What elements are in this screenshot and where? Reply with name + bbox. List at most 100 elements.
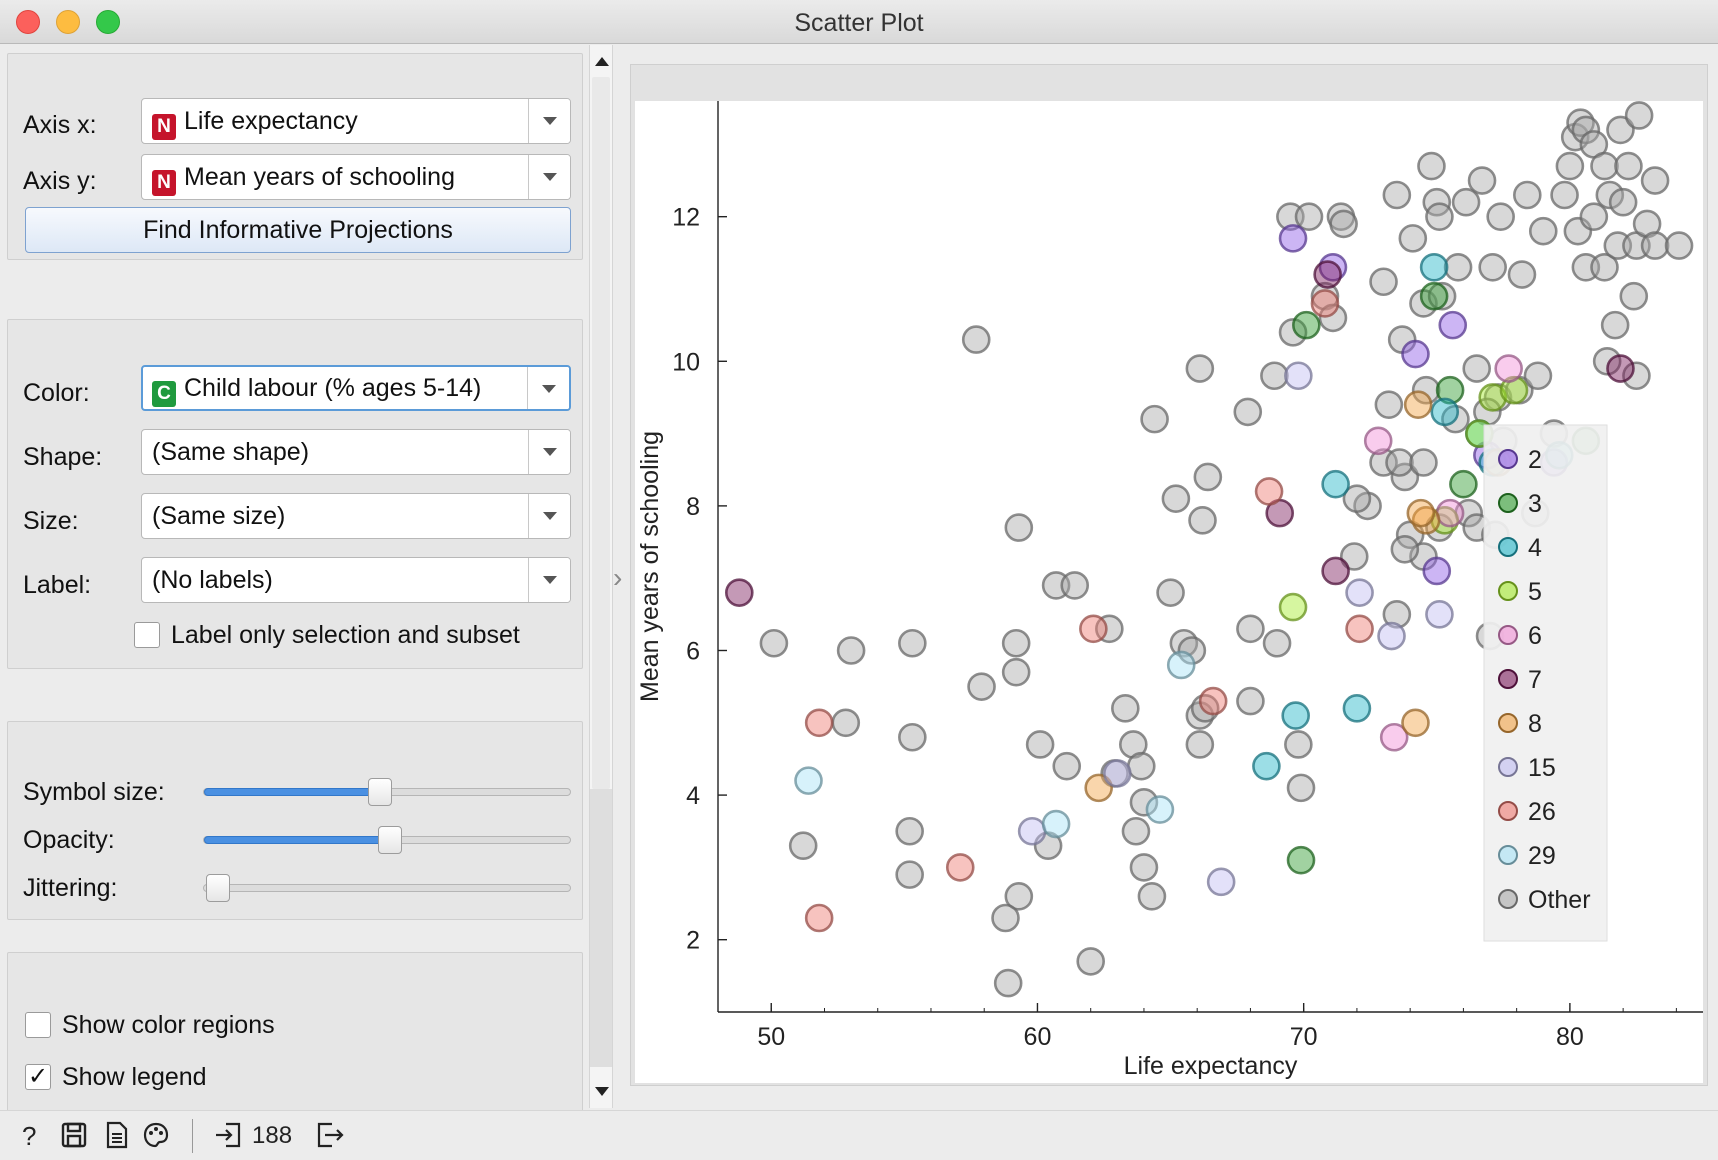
numeric-variable-icon: N bbox=[152, 170, 176, 196]
plot-options-box: Show color regions ✓ Show legend bbox=[7, 952, 583, 1112]
chevron-down-icon[interactable] bbox=[527, 367, 569, 409]
label-combo[interactable]: (No labels) bbox=[141, 557, 571, 603]
chevron-down-icon[interactable] bbox=[528, 99, 570, 143]
axes-box: Axis x: N Life expectancy Axis y: N Mean y… bbox=[7, 53, 583, 260]
data-point bbox=[1321, 556, 1350, 586]
legend-swatch bbox=[1498, 581, 1518, 601]
data-point bbox=[1001, 628, 1031, 658]
y-tick-label: 4 bbox=[686, 782, 700, 810]
shape-combo[interactable]: (Same shape) bbox=[141, 429, 571, 475]
opacity-slider[interactable] bbox=[203, 826, 571, 854]
data-point bbox=[1111, 694, 1140, 723]
data-point bbox=[1486, 202, 1515, 231]
data-point bbox=[1385, 448, 1414, 477]
data-point bbox=[1004, 513, 1034, 542]
numeric-variable-icon: N bbox=[152, 114, 176, 140]
data-point bbox=[1188, 506, 1217, 535]
report-icon[interactable] bbox=[104, 1121, 130, 1151]
show-legend-checkbox[interactable]: ✓ bbox=[25, 1064, 51, 1090]
axis-y-value: Mean years of schooling bbox=[184, 163, 455, 191]
data-point bbox=[1254, 477, 1284, 506]
data-point bbox=[1236, 614, 1265, 644]
data-point bbox=[1390, 534, 1420, 564]
data-point bbox=[1512, 180, 1542, 210]
chevron-down-icon[interactable] bbox=[528, 494, 570, 538]
y-axis-label: Mean years of schooling bbox=[636, 431, 664, 702]
data-point bbox=[1284, 361, 1313, 391]
attributes-box: Color: C Child labour (% ages 5-14) Shape… bbox=[7, 319, 583, 669]
palette-icon[interactable] bbox=[142, 1121, 170, 1151]
data-point bbox=[1329, 209, 1358, 239]
data-point bbox=[1339, 542, 1369, 571]
opacity-handle[interactable] bbox=[378, 826, 402, 854]
axis-y-combo[interactable]: N Mean years of schooling bbox=[141, 154, 571, 200]
data-point bbox=[1262, 628, 1292, 658]
data-point bbox=[1161, 484, 1191, 513]
scrollbar-track[interactable] bbox=[590, 789, 612, 1067]
legend-label: 7 bbox=[1528, 666, 1542, 694]
save-icon[interactable] bbox=[60, 1121, 88, 1151]
data-point bbox=[1550, 180, 1579, 210]
close-window-button[interactable] bbox=[16, 10, 40, 34]
find-informative-projections-button[interactable]: Find Informative Projections bbox=[25, 207, 571, 253]
plot-frame: 50 60 70 80 2 4 6 8 10 12 Life expectancy Mean year… bbox=[630, 64, 1708, 1086]
jittering-handle[interactable] bbox=[206, 874, 230, 902]
question-icon[interactable]: ? bbox=[22, 1121, 37, 1151]
size-label: Size: bbox=[23, 507, 79, 535]
data-point bbox=[1278, 592, 1308, 622]
legend-label: 26 bbox=[1528, 798, 1556, 826]
chevron-down-icon[interactable] bbox=[528, 558, 570, 602]
zoom-window-button[interactable] bbox=[96, 10, 120, 34]
legend-swatch bbox=[1498, 449, 1518, 469]
data-point bbox=[1345, 578, 1374, 607]
status-bar: ? 188 bbox=[0, 1110, 1718, 1160]
data-point bbox=[1640, 166, 1670, 195]
data-point bbox=[1369, 267, 1398, 297]
chevron-down-icon[interactable] bbox=[528, 430, 570, 474]
collapse-panel-chevron-icon[interactable]: › bbox=[613, 562, 623, 593]
data-point bbox=[1129, 853, 1159, 882]
minimize-window-button[interactable] bbox=[56, 10, 80, 34]
y-tick-label: 8 bbox=[686, 493, 700, 521]
data-point bbox=[1095, 614, 1124, 644]
legend-label: 3 bbox=[1528, 490, 1542, 518]
axis-y-label: Axis y: bbox=[23, 167, 97, 195]
symbol-size-handle[interactable] bbox=[368, 778, 392, 806]
input-icon[interactable] bbox=[214, 1121, 242, 1151]
label-only-text: Label only selection and subset bbox=[171, 621, 520, 649]
scroll-up-arrow-icon[interactable] bbox=[595, 57, 609, 66]
data-point bbox=[1435, 498, 1465, 528]
scrollbar-thumb[interactable] bbox=[592, 77, 610, 789]
chevron-down-icon[interactable] bbox=[528, 155, 570, 199]
axis-x-combo[interactable]: N Life expectancy bbox=[141, 98, 571, 144]
data-point bbox=[1608, 187, 1638, 217]
jittering-slider[interactable] bbox=[203, 874, 571, 902]
data-point bbox=[1438, 310, 1468, 340]
data-point bbox=[1342, 484, 1372, 513]
scatter-plot[interactable]: 50 60 70 80 2 4 6 8 10 12 Life expectancy Mean year… bbox=[631, 65, 1709, 1087]
size-combo[interactable]: (Same size) bbox=[141, 493, 571, 539]
label-only-checkbox[interactable] bbox=[134, 622, 160, 648]
legend-swatch bbox=[1498, 625, 1518, 645]
data-point bbox=[1310, 289, 1340, 318]
data-point bbox=[1177, 636, 1207, 665]
data-point bbox=[1001, 657, 1031, 687]
data-point bbox=[1619, 281, 1649, 311]
data-point bbox=[1278, 318, 1308, 347]
control-panel-scrollbar[interactable] bbox=[589, 45, 613, 1108]
data-point bbox=[1411, 375, 1441, 405]
symbol-size-slider[interactable] bbox=[203, 778, 571, 806]
output-icon[interactable] bbox=[316, 1121, 346, 1151]
data-point bbox=[1425, 600, 1454, 629]
scroll-down-arrow-icon[interactable] bbox=[595, 1087, 609, 1096]
data-point bbox=[1374, 390, 1404, 419]
data-point bbox=[1342, 694, 1372, 723]
data-point bbox=[1313, 260, 1342, 289]
color-value: Child labour (% ages 5-14) bbox=[184, 374, 482, 402]
color-combo[interactable]: C Child labour (% ages 5-14) bbox=[141, 365, 571, 411]
show-color-regions-checkbox[interactable] bbox=[25, 1012, 51, 1038]
legend-label: Other bbox=[1528, 886, 1591, 914]
data-point bbox=[788, 831, 818, 861]
data-point bbox=[1430, 397, 1460, 427]
